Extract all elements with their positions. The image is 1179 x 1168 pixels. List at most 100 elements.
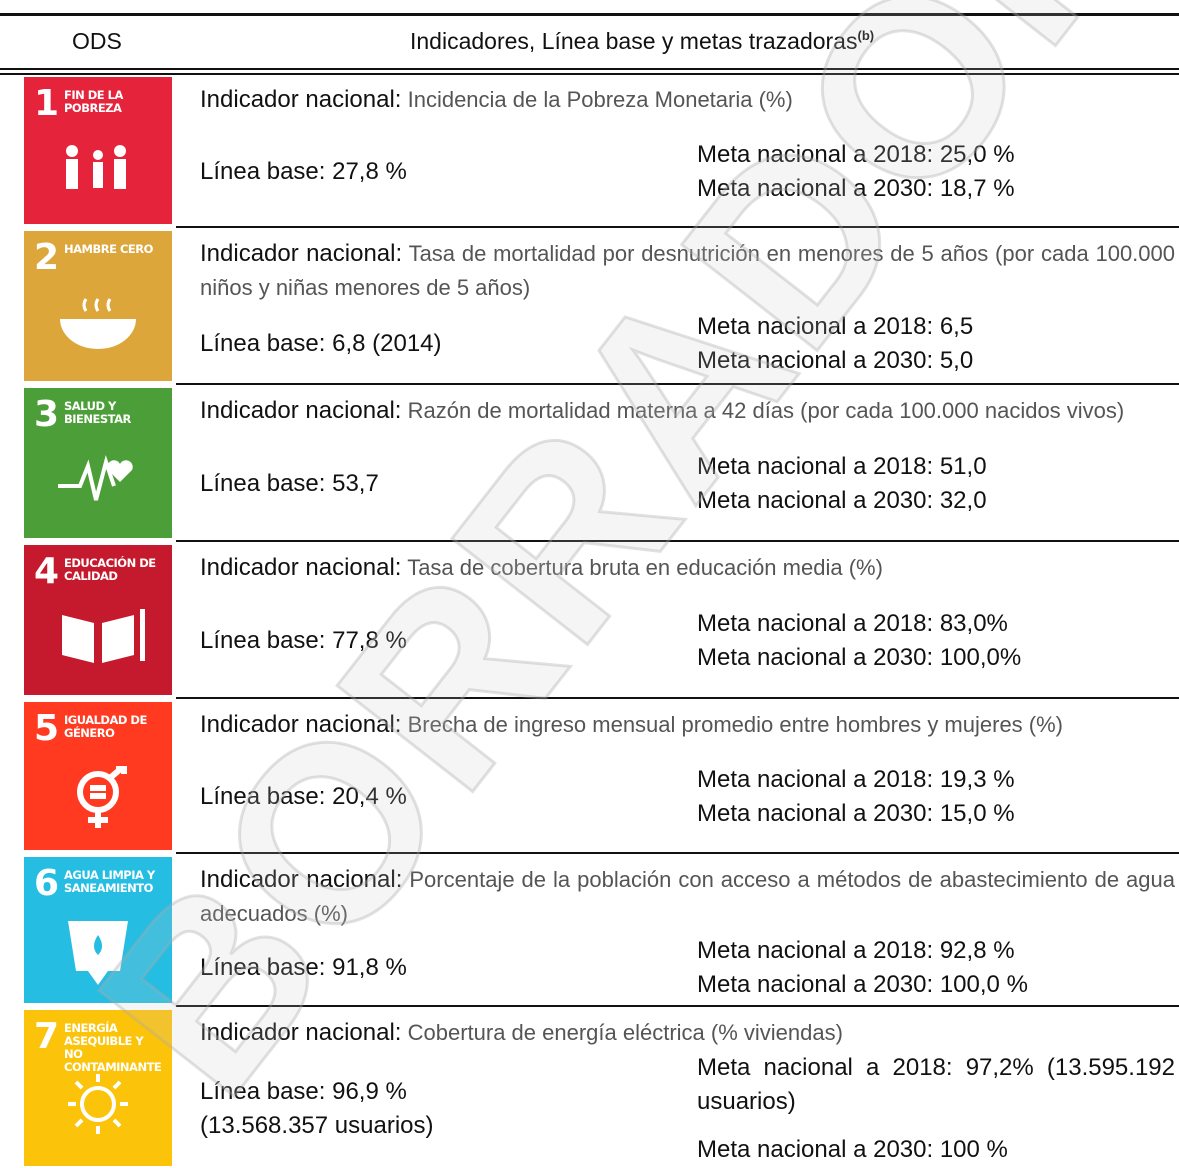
table-row: 5 Igualdad de género Indicador nacional: B… [0, 700, 1179, 854]
indicator-text: Incidencia de la Pobreza Monetaria (%) [407, 87, 793, 112]
sdg-glyph [58, 454, 133, 501]
sdg-glyph [68, 921, 128, 985]
indicator: Indicador nacional: Porcentaje de la pob… [200, 863, 1175, 931]
indicator: Indicador nacional: Cobertura de energía… [200, 1016, 1175, 1050]
sdg-glyph [60, 298, 136, 349]
indicator-label: Indicador nacional: [200, 866, 403, 893]
indicator: Indicador nacional: Razón de mortalidad … [200, 394, 1175, 428]
sdg-glyph [77, 766, 127, 828]
table-row: 2 Hambre cero Indicador nacional: Tasa de … [0, 229, 1179, 385]
values: Línea base: 53,7 Meta nacional a 2018: 51… [200, 428, 1175, 540]
sdg-icon: 3 Salud y bienestar [24, 388, 172, 538]
goal: Meta nacional a 2030: 100,0 % [697, 971, 1028, 998]
goal: Meta nacional a 2030: 18,7 % [697, 174, 1015, 202]
top-rule [0, 13, 1179, 16]
table-row: 7 Energía asequible y no contaminante Indi… [0, 1008, 1179, 1168]
sdg-label: Fin de la pobreza [64, 88, 123, 115]
sdg-label: Salud y bienestar [64, 399, 131, 426]
indicator-text: Cobertura de energía eléctrica (% vivien… [407, 1020, 843, 1045]
indicator: Indicador nacional: Tasa de mortalidad p… [200, 237, 1175, 305]
goals: Meta nacional a 2018: 51,0 Meta nacional … [697, 450, 1175, 518]
goal: Meta nacional a 2018: 19,3 % [697, 766, 1015, 793]
goal: Meta nacional a 2030: 100 % [697, 1136, 1008, 1163]
row-separator [176, 852, 1179, 854]
sdg-icon: 2 Hambre cero [24, 231, 172, 381]
sdg-label: Igualdad de género [64, 713, 147, 740]
sdg-icon: 6 Agua limpia y saneamiento [24, 857, 172, 1003]
goals: Meta nacional a 2018: 19,3 % Meta naciona… [697, 763, 1175, 831]
goal: Meta nacional a 2030: 5,0 [697, 347, 974, 374]
goals: Meta nacional a 2018: 92,8 % Meta naciona… [697, 934, 1175, 1002]
baseline: Línea base: 77,8 % [200, 627, 407, 654]
goal: Meta nacional a 2018: 6,5 [697, 313, 974, 340]
indicator-text: Tasa de mortalidad por desnutrición en m… [200, 241, 1176, 300]
goals: Meta nacional a 2018: 83,0% Meta nacional… [697, 607, 1175, 675]
goal: Meta nacional a 2018: 51,0 [697, 453, 987, 480]
row-separator [176, 226, 1179, 228]
sdg-number: 5 [34, 708, 60, 749]
indicator: Indicador nacional: Tasa de cobertura br… [200, 551, 1175, 585]
header-rule [0, 73, 1179, 75]
sdg-icon: 4 Educación de calidad [24, 545, 172, 695]
indicator: Indicador nacional: Brecha de ingreso me… [200, 708, 1175, 742]
indicator-label: Indicador nacional: [200, 397, 402, 424]
table-row: 1 Fin de la pobreza Indicador nacional: In… [0, 75, 1179, 228]
header-note: (b) [857, 28, 875, 43]
goal: Meta nacional a 2018: 25,0 % [697, 140, 1015, 168]
goal: Meta nacional a 2018: 92,8 % [697, 937, 1015, 964]
sdg-label: Agua limpia y saneamiento [64, 868, 155, 895]
indicator-text: Razón de mortalidad materna a 42 días (p… [407, 398, 1125, 423]
table-row: 3 Salud y bienestar Indicador nacional: Ra… [0, 386, 1179, 542]
table-row: 6 Agua limpia y saneamiento Indicador naci… [0, 855, 1179, 1007]
baseline: Línea base: 96,9 % (13.568.357 usuarios) [200, 1078, 434, 1139]
row-content: Indicador nacional: Incidencia de la Pob… [200, 75, 1175, 226]
values: Línea base: 27,8 % Meta nacional a 2018: … [200, 117, 1175, 226]
indicator-label: Indicador nacional: [200, 86, 402, 113]
sdg-number: 2 [34, 237, 60, 278]
goals: Meta nacional a 2018: 25,0 % Meta naciona… [697, 138, 1175, 206]
sdg-number: 6 [34, 863, 60, 904]
values: Línea base: 20,4 % Meta nacional a 2018: … [200, 742, 1175, 852]
row-content: Indicador nacional: Porcentaje de la pob… [200, 855, 1175, 1005]
goal: Meta nacional a 2030: 32,0 [697, 487, 987, 514]
indicator-text: Porcentaje de la población con acceso a … [200, 867, 1176, 926]
row-content: Indicador nacional: Tasa de mortalidad p… [200, 229, 1175, 383]
baseline: Línea base: 91,8 % [200, 954, 407, 981]
indicator-text: Tasa de cobertura bruta en educación med… [407, 555, 883, 580]
values: Línea base: 91,8 % Meta nacional a 2018: … [200, 931, 1175, 1005]
sdg-number: 1 [34, 83, 60, 124]
baseline: Línea base: 20,4 % [200, 783, 407, 810]
row-separator [176, 540, 1179, 542]
values: Línea base: 77,8 % Meta nacional a 2018: … [200, 585, 1175, 697]
row-content: Indicador nacional: Tasa de cobertura br… [200, 543, 1175, 697]
goal: Meta nacional a 2018: 83,0% [697, 610, 1008, 637]
values: Línea base: 96,9 % (13.568.357 usuarios)… [200, 1050, 1175, 1168]
sdg-icon: 1 Fin de la pobreza [24, 77, 172, 224]
sdg-label: Energía asequible y no contaminante [64, 1021, 162, 1074]
sdg-label: Educación de calidad [64, 556, 156, 583]
header-rule [0, 68, 1179, 70]
header-ods: ODS [72, 28, 122, 54]
goals: Meta nacional a 2018: 97,2% (13.595.192 … [697, 1051, 1175, 1167]
sdg-number: 3 [34, 394, 60, 435]
indicator-label: Indicador nacional: [200, 1019, 402, 1046]
row-separator [176, 697, 1179, 699]
goal: Meta nacional a 2018: 97,2% (13.595.192 … [697, 1054, 1175, 1115]
sdg-label: Hambre cero [64, 242, 153, 256]
goals: Meta nacional a 2018: 6,5 Meta nacional a… [697, 310, 1175, 378]
row-separator [176, 383, 1179, 385]
header-title: Indicadores, Línea base y metas trazador… [410, 28, 874, 55]
indicator-label: Indicador nacional: [200, 240, 403, 267]
row-content: Indicador nacional: Cobertura de energía… [200, 1008, 1175, 1168]
row-separator [176, 1005, 1179, 1007]
sdg-glyph [62, 609, 145, 663]
goal: Meta nacional a 2030: 100,0% [697, 644, 1022, 671]
row-content: Indicador nacional: Razón de mortalidad … [200, 386, 1175, 540]
sdg-number: 4 [34, 551, 60, 592]
row-content: Indicador nacional: Brecha de ingreso me… [200, 700, 1175, 852]
sdg-number: 7 [34, 1016, 60, 1057]
table-row: 4 Educación de calidad Indicador nacional:… [0, 543, 1179, 699]
baseline: Línea base: 27,8 % [200, 157, 407, 185]
indicator-label: Indicador nacional: [200, 554, 402, 581]
